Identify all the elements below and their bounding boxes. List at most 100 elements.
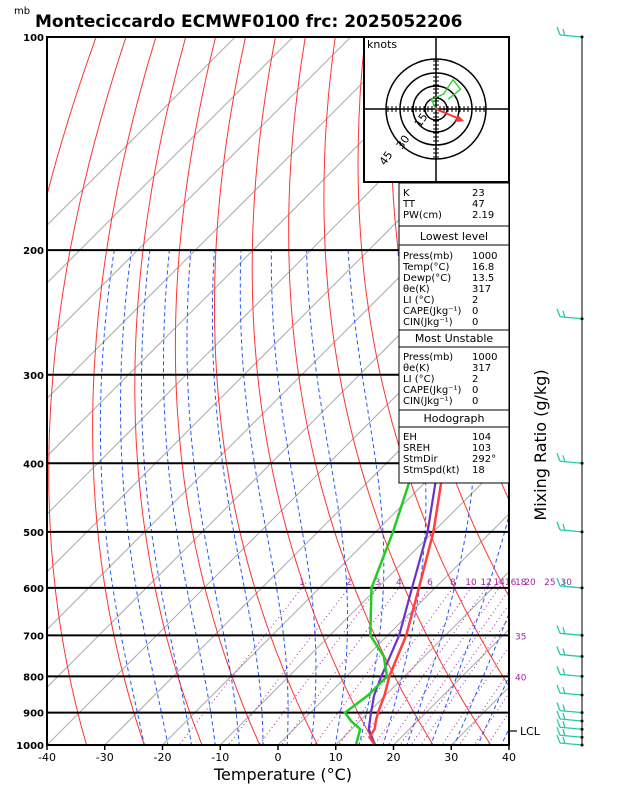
mixing-ratio-line [258, 582, 382, 745]
isotherm [47, 37, 352, 342]
wind-barb [559, 692, 583, 696]
index-value: 2 [472, 374, 478, 385]
wind-barb-flag [562, 704, 566, 712]
x-tick-label: -30 [96, 751, 114, 764]
index-label: LI (°C) [403, 374, 435, 385]
index-value: 103 [472, 443, 491, 454]
moist-adiabat [239, 250, 289, 745]
index-label: Press(mb) [403, 352, 453, 363]
mixing-ratio-axis-label: Mixing Ratio (g/kg) [531, 369, 550, 520]
pressure-tick-label: 600 [23, 584, 44, 595]
mixing-ratio-label: 10 [465, 578, 477, 588]
x-tick-label: 0 [275, 751, 282, 764]
barb-dot [580, 727, 584, 731]
x-tick-label: -10 [211, 751, 229, 764]
mixing-ratio-line [313, 582, 435, 745]
index-label: Dewp(°C) [403, 273, 451, 284]
moist-adiabat [270, 250, 317, 745]
moist-adiabat [477, 675, 509, 745]
wind-barb-flag [562, 686, 566, 695]
wind-barb-flag [556, 719, 561, 728]
pressure-tick-label: 300 [23, 371, 44, 382]
mixing-ratio-label: 1 [299, 578, 305, 588]
barb-dot [580, 35, 584, 39]
mixing-ratio-label: 18 [515, 578, 527, 588]
wind-barb [559, 585, 583, 589]
wind-barb-flag [556, 684, 561, 694]
moist-adiabat [211, 250, 264, 745]
mixing-ratio-label: 8 [450, 578, 456, 588]
index-label: StmSpd(kt) [403, 465, 460, 476]
wind-barb [559, 653, 583, 658]
moist-adiabat [430, 513, 509, 745]
wind-barb [559, 316, 583, 320]
x-tick-label: -20 [154, 751, 172, 764]
barb-dot [580, 735, 584, 739]
wind-barb-flag [556, 26, 561, 36]
pressure-tick-label: 100 [23, 33, 44, 44]
mixing-ratio-line [410, 603, 509, 745]
wind-barb-flag [562, 455, 566, 463]
x-tick-label: 10 [329, 751, 343, 764]
lowest-level-title: Lowest level [420, 230, 488, 243]
index-value: 1000 [472, 352, 497, 363]
wind-barb-flag [556, 308, 561, 317]
mixing-ratio-line [458, 670, 509, 745]
mixing-ratio-label: 14 [493, 578, 505, 588]
mixing-ratio-line [227, 582, 354, 745]
wind-barb-flag [562, 648, 566, 656]
moist-adiabat [163, 250, 216, 745]
isotherm [47, 37, 467, 457]
mixing-ratio-line [387, 582, 504, 745]
index-label: CIN(Jkg⁻¹) [403, 396, 453, 407]
dry-adiabat [174, 37, 261, 745]
index-label: θe(K) [403, 363, 430, 374]
isotherm [219, 455, 509, 745]
mixing-ratio-label: 40 [515, 673, 527, 683]
wind-barb-flag [556, 726, 561, 736]
pressure-tick-label: 800 [23, 672, 44, 683]
dry-adiabat [604, 37, 618, 760]
wind-barb [559, 34, 583, 38]
hodograph-trace [430, 78, 462, 110]
index-value: 1000 [472, 251, 497, 262]
wind-barb [559, 742, 583, 746]
isotherm [277, 513, 509, 745]
index-label: CAPE(Jkg⁻¹) [403, 385, 461, 396]
dry-adiabat [251, 37, 376, 745]
mixing-ratio-label: 2 [346, 578, 352, 588]
isotherms [47, 21, 618, 760]
moist-adiabat [306, 250, 349, 745]
wind-barb-flag [556, 453, 561, 462]
wind-barbs [556, 26, 584, 747]
wind-barb [559, 709, 583, 714]
index-value: 317 [472, 284, 491, 295]
moist-adiabat [186, 250, 240, 745]
barb-dot [580, 586, 584, 590]
x-tick-label: 30 [444, 751, 458, 764]
index-value: 0 [472, 306, 478, 317]
wind-barb [559, 632, 583, 636]
mixing-ratio-line [178, 582, 307, 745]
isotherm [552, 21, 618, 760]
wind-barb [559, 529, 583, 533]
dry-adiabat [214, 37, 319, 745]
mixing-ratio-line [373, 582, 491, 745]
index-value: 23 [472, 188, 485, 199]
wind-barb-flag [562, 310, 566, 318]
pressure-tick-label: 400 [23, 459, 44, 470]
mixing-ratio-label: 3 [375, 578, 381, 588]
wind-barb-flag [562, 736, 566, 745]
wind-barb-flag [556, 666, 561, 675]
wind-barb-flag [562, 579, 566, 588]
mixing-ratio-label: 35 [515, 632, 526, 642]
moist-adiabat [120, 250, 169, 745]
barb-dot [580, 461, 584, 465]
pressure-unit: mb [14, 6, 30, 17]
dry-adiabat [574, 37, 618, 760]
wind-barb-flag [556, 734, 561, 744]
index-label: CAPE(Jkg⁻¹) [403, 306, 461, 317]
wind-barb-flag [562, 668, 566, 676]
